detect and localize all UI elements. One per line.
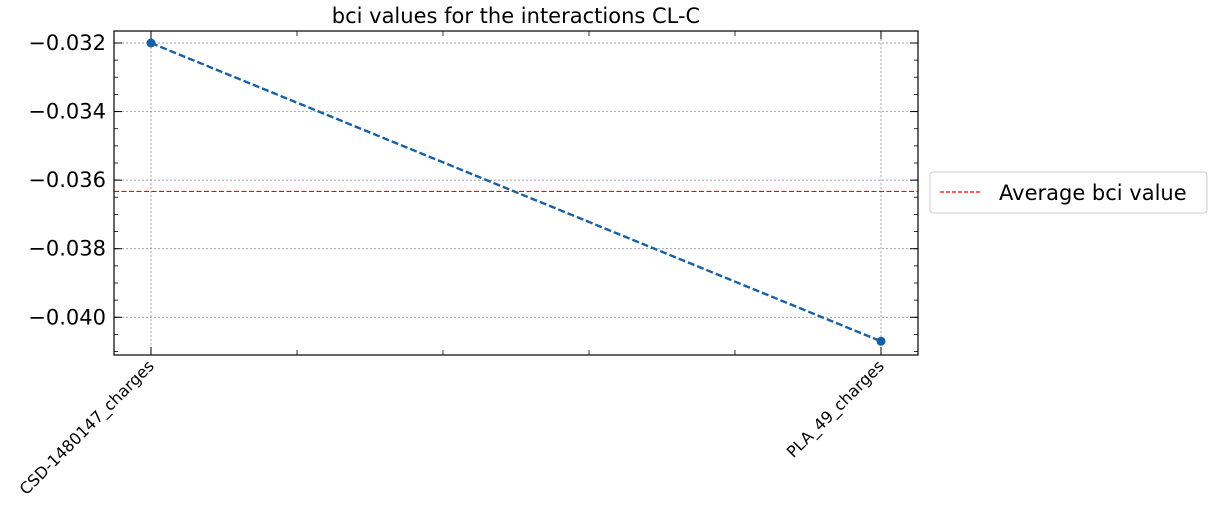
data-point [876, 336, 886, 346]
data-point [146, 38, 156, 48]
y-tick-label: −0.040 [28, 305, 106, 329]
legend-label-average: Average bci value [999, 181, 1187, 205]
x-tick-label: PLA_49_charges [783, 356, 889, 462]
y-tick-label: −0.032 [28, 31, 106, 55]
legend-box [929, 171, 1208, 214]
chart-title: bci values for the interactions CL-C [332, 4, 700, 28]
plot-frame [113, 30, 919, 356]
y-tick-label: −0.036 [28, 168, 106, 192]
x-tick-label: CSD-1480147_charges [16, 356, 159, 499]
legend: Average bci value [929, 171, 1208, 214]
y-tick-label: −0.034 [28, 100, 106, 124]
series-line [150, 41, 882, 343]
y-tick-label: −0.038 [28, 237, 106, 261]
